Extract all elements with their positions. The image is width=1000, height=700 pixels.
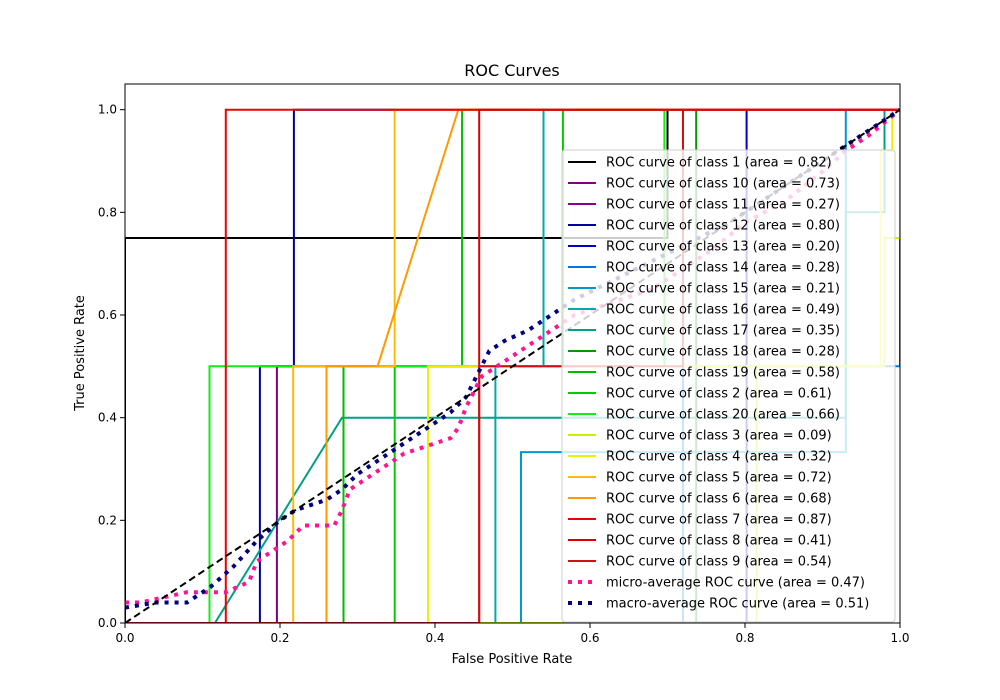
- legend-label-3: ROC curve of class 12 (area = 0.80): [606, 219, 840, 234]
- y-tick-label-2: 0.4: [98, 411, 117, 425]
- x-tick-label-1: 0.2: [270, 631, 289, 645]
- legend-label-2: ROC curve of class 11 (area = 0.27): [606, 198, 840, 213]
- y-tick-label-3: 0.6: [98, 308, 117, 322]
- legend-label-12: ROC curve of class 20 (area = 0.66): [606, 408, 840, 423]
- legend-label-1: ROC curve of class 10 (area = 0.73): [606, 177, 840, 192]
- x-axis-label: False Positive Rate: [452, 652, 573, 667]
- legend-label-16: ROC curve of class 6 (area = 0.68): [606, 492, 832, 507]
- legend-label-4: ROC curve of class 13 (area = 0.20): [606, 240, 840, 255]
- legend-label-13: ROC curve of class 3 (area = 0.09): [606, 429, 832, 444]
- legend-label-8: ROC curve of class 17 (area = 0.35): [606, 324, 840, 339]
- y-axis-label: True Positive Rate: [73, 295, 88, 412]
- legend-label-11: ROC curve of class 2 (area = 0.61): [606, 387, 832, 402]
- legend-label-18: ROC curve of class 8 (area = 0.41): [606, 534, 832, 549]
- chart-title: ROC Curves: [464, 61, 560, 80]
- x-tick-label-3: 0.6: [580, 631, 599, 645]
- legend-label-17: ROC curve of class 7 (area = 0.87): [606, 513, 832, 528]
- y-tick-label-4: 0.8: [98, 205, 117, 219]
- y-tick-label-0: 0.0: [98, 616, 117, 630]
- legend-label-14: ROC curve of class 4 (area = 0.32): [606, 450, 832, 465]
- legend: ROC curve of class 1 (area = 0.82) ROC cu…: [561, 149, 896, 623]
- axis-layer: 0.0 0.2 0.4 0.6 0.8 1.0 0.0 0.2 0.4 0.6 0.8 1.0: [98, 103, 910, 645]
- legend-label-20: micro-average ROC curve (area = 0.47): [606, 576, 865, 591]
- y-tick-label-5: 1.0: [98, 103, 117, 117]
- x-tick-label-4: 0.8: [735, 631, 754, 645]
- legend-box: [561, 149, 896, 623]
- legend-label-5: ROC curve of class 14 (area = 0.28): [606, 261, 840, 276]
- legend-label-9: ROC curve of class 18 (area = 0.28): [606, 345, 840, 360]
- legend-label-6: ROC curve of class 15 (area = 0.21): [606, 282, 840, 297]
- legend-label-19: ROC curve of class 9 (area = 0.54): [606, 555, 832, 570]
- legend-label-0: ROC curve of class 1 (area = 0.82): [606, 156, 832, 171]
- x-tick-label-5: 1.0: [890, 631, 909, 645]
- x-tick-label-0: 0.0: [115, 631, 134, 645]
- legend-label-21: macro-average ROC curve (area = 0.51): [606, 597, 869, 612]
- plot-frame: [124, 83, 901, 624]
- x-tick-label-2: 0.4: [425, 631, 444, 645]
- legend-label-10: ROC curve of class 19 (area = 0.58): [606, 366, 840, 381]
- legend-label-7: ROC curve of class 16 (area = 0.49): [606, 303, 840, 318]
- legend-label-15: ROC curve of class 5 (area = 0.72): [606, 471, 832, 486]
- y-tick-label-1: 0.2: [98, 513, 117, 527]
